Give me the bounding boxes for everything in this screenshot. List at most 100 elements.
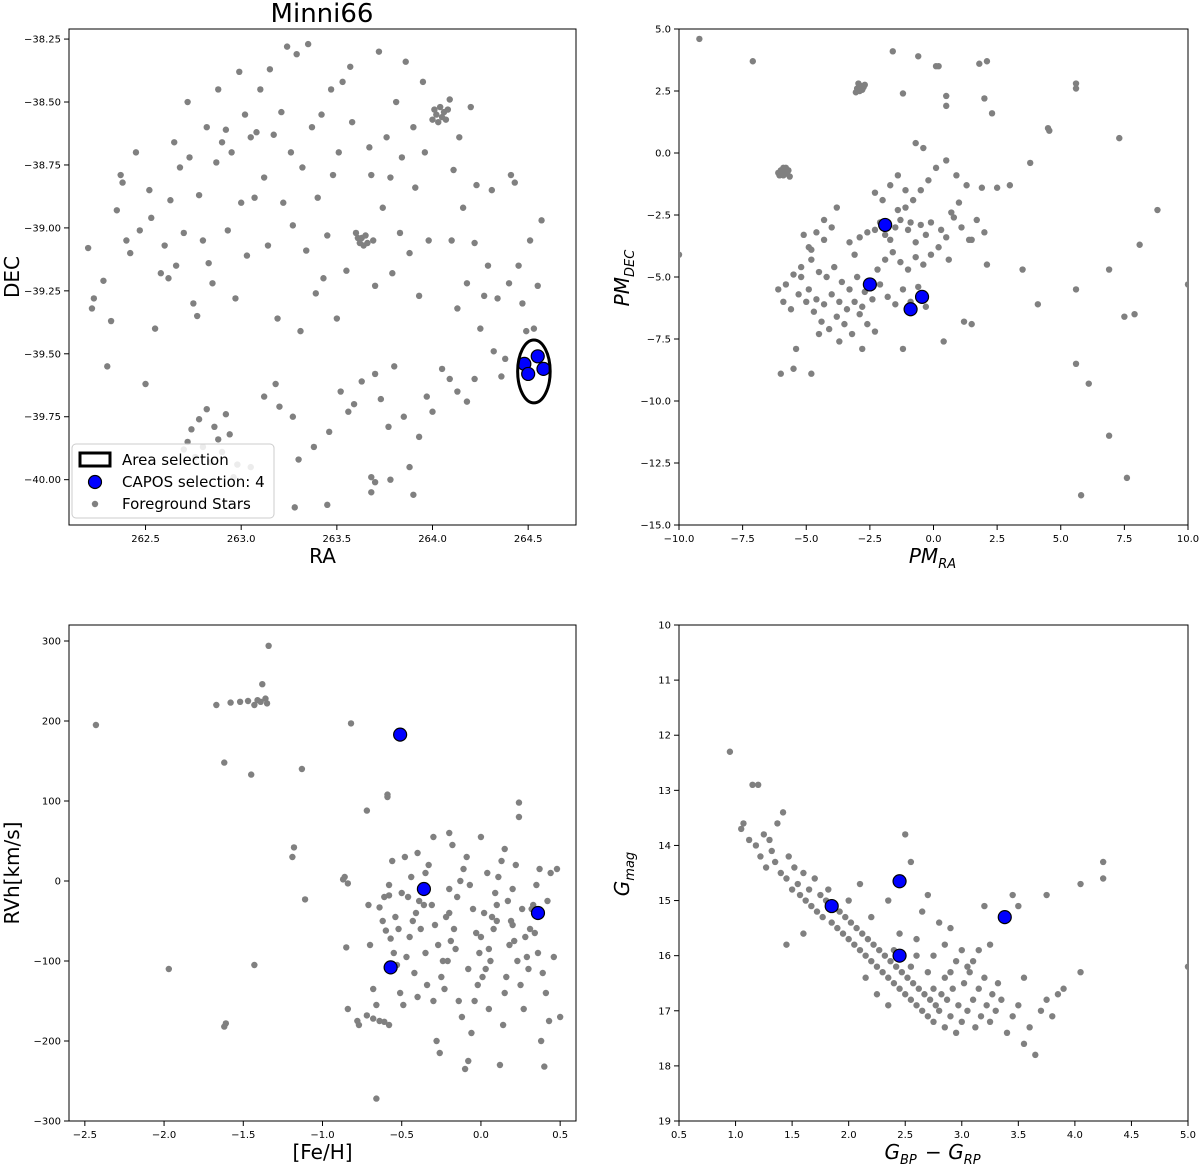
x-tick-label: 3.5 [1010,1130,1026,1141]
foreground-star-point [1121,313,1128,320]
foreground-star-point [856,311,863,318]
capos-selection-point [521,366,536,382]
foreground-star-point [148,214,155,222]
foreground-star-point [446,885,453,893]
foreground-star-point [783,941,790,948]
foreground-star-point [1027,159,1034,167]
x-tick-label: −0.5 [390,1130,414,1141]
foreground-star-point [947,969,954,976]
foreground-star-point [1020,1040,1028,1048]
marker-layer [726,748,1188,1059]
foreground-star-point [438,365,446,373]
foreground-star-point [1046,127,1053,134]
x-tick-label: 263.0 [227,534,256,545]
foreground-star-point [395,925,402,933]
y-tick-label: 12 [658,731,671,742]
foreground-star-point [165,965,173,973]
foreground-star-point [379,917,386,925]
foreground-star-point [1003,1029,1011,1037]
foreground-star-point [805,886,813,893]
y-tick-label: −38.50 [24,98,61,109]
y-tick-label: 18 [658,1061,671,1072]
foreground-star-point [1060,985,1067,992]
foreground-star-point [430,997,437,1005]
foreground-star-point [924,1013,932,1020]
foreground-star-point [839,930,847,937]
foreground-star-point [289,413,297,420]
plot-frame [68,28,577,526]
foreground-star-point [410,123,417,131]
y-axis-label: PMDEC [610,248,638,307]
foreground-star-point [333,315,341,322]
foreground-star-point [501,845,508,853]
foreground-star-point [943,102,950,110]
foreground-star-point [859,345,866,353]
foreground-star-point [972,1024,979,1031]
foreground-star-point [808,902,815,910]
foreground-star-point [84,244,92,252]
foreground-star-point [199,237,207,244]
foreground-star-point [785,167,792,174]
foreground-star-point [522,933,529,941]
foreground-star-point [276,403,283,410]
foreground-star-point [909,980,917,987]
foreground-star-point [983,261,991,268]
foreground-star-point [487,957,494,965]
foreground-star-point [368,171,375,179]
y-tick-label: 2.5 [655,87,671,98]
y-tick-label: −39.50 [24,349,61,360]
foreground-star-point [935,62,942,70]
y-tick-label: 17 [658,1006,671,1017]
foreground-star-point [790,365,797,372]
foreground-star-point [920,144,927,152]
foreground-star-point [339,78,346,86]
foreground-star-point [236,68,243,76]
foreground-star-point [146,186,153,194]
foreground-star-point [438,973,445,981]
foreground-star-point [955,199,963,206]
foreground-star-point [280,199,287,206]
foreground-star-point [259,681,266,688]
foreground-star-point [431,106,438,113]
capos-selection-point [824,898,839,914]
foreground-star-point [780,164,787,172]
foreground-star-point [190,300,197,307]
foreground-star-point [260,174,268,181]
legend-foreground-swatch [91,500,99,508]
foreground-star-point [935,1007,943,1014]
foreground-star-point [236,698,244,705]
foreground-star-point [802,897,809,904]
foreground-star-point [477,833,485,841]
foreground-star-point [498,857,505,865]
foreground-star-point [873,991,881,998]
foreground-star-point [808,370,815,377]
foreground-star-point [993,184,1001,191]
foreground-star-point [485,1005,493,1013]
foreground-star-point [924,969,932,976]
foreground-star-point [978,184,986,191]
foreground-star-point [1054,991,1062,998]
foreground-star-point [389,857,396,865]
x-axis-label: RA [309,544,336,568]
y-tick-label: 5.0 [655,25,671,36]
foreground-star-point [828,291,835,298]
foreground-star-point [247,134,254,141]
foreground-star-point [469,905,477,913]
foreground-star-point [813,296,820,303]
foreground-star-point [515,813,523,821]
foreground-star-point [794,880,801,888]
x-tick-label: 1.0 [728,1130,744,1141]
foreground-star-point [472,929,480,937]
y-tick-label: −40.00 [24,475,61,486]
x-tick-label: 3.0 [954,1130,970,1141]
foreground-star-point [479,973,486,981]
foreground-star-point [848,330,856,338]
foreground-star-point [476,949,483,957]
foreground-star-point [512,861,519,869]
x-axis-label: GBP − GRP [884,1140,982,1164]
foreground-star-point [983,58,991,65]
foreground-star-point [899,90,907,97]
foreground-star-point [411,969,418,977]
y-tick-label: −12.5 [640,459,671,470]
foreground-star-point [531,929,539,937]
